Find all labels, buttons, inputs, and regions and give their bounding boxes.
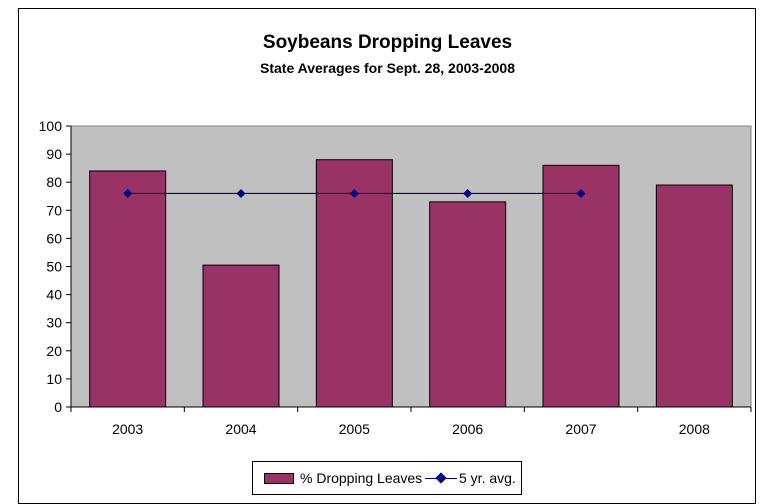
avg-marker-2007 xyxy=(576,188,586,198)
avg-marker-2006 xyxy=(463,188,473,198)
bar-2004 xyxy=(202,264,280,408)
avg-marker-2005 xyxy=(349,188,359,198)
x-tick-label-2007: 2007 xyxy=(565,421,596,437)
legend-marker-5yr-avg xyxy=(435,472,447,484)
y-tick-label-0: 0 xyxy=(54,399,62,415)
y-tick-label-60: 60 xyxy=(46,230,62,246)
y-tick-label-100: 100 xyxy=(39,118,63,134)
x-tick-label-2008: 2008 xyxy=(679,421,710,437)
y-tick-label-80: 80 xyxy=(46,174,62,190)
legend-label-dropping-leaves: % Dropping Leaves xyxy=(300,470,423,486)
bar-2008 xyxy=(655,184,733,408)
plot-area xyxy=(70,125,752,408)
legend-label-5yr-avg: 5 yr. avg. xyxy=(459,470,516,486)
y-tick-label-40: 40 xyxy=(46,287,62,303)
x-tick-label-2004: 2004 xyxy=(225,421,256,437)
y-tick-label-10: 10 xyxy=(46,371,62,387)
legend-swatch-dropping-leaves xyxy=(264,473,294,484)
bar-2005 xyxy=(315,159,393,408)
avg-marker-2004 xyxy=(236,188,246,198)
bar-2007 xyxy=(542,164,620,408)
y-tick-label-70: 70 xyxy=(46,202,62,218)
y-tick-label-50: 50 xyxy=(46,259,62,275)
bar-2006 xyxy=(429,201,507,408)
chart-title: Soybeans Dropping Leaves xyxy=(262,32,513,53)
bar-2003 xyxy=(89,170,167,408)
x-tick-label-2005: 2005 xyxy=(339,421,370,437)
x-tick-label-2003: 2003 xyxy=(112,421,143,437)
avg-marker-2003 xyxy=(123,188,133,198)
x-tick-label-2006: 2006 xyxy=(452,421,483,437)
y-tick-label-90: 90 xyxy=(46,146,62,162)
y-tick-label-20: 20 xyxy=(46,343,62,359)
legend: % Dropping Leaves 5 yr. avg. xyxy=(252,461,522,495)
chart-subtitle: State Averages for Sept. 28, 2003-2008 xyxy=(260,60,515,76)
y-tick-label-30: 30 xyxy=(46,315,62,331)
